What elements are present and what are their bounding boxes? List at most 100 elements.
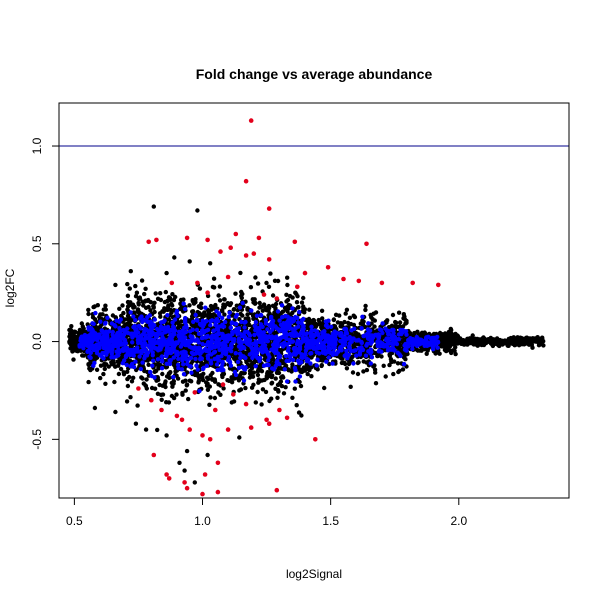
data-point-black xyxy=(151,303,156,309)
data-point-black xyxy=(441,339,446,344)
data-point-black xyxy=(239,370,244,376)
data-point-blue xyxy=(183,329,188,335)
data-point-black xyxy=(228,301,234,306)
data-point-black xyxy=(234,347,239,352)
data-point-blue xyxy=(282,367,287,372)
data-point-black xyxy=(248,371,253,377)
data-point-black xyxy=(160,309,165,314)
data-point-black xyxy=(442,343,448,349)
data-point-black xyxy=(389,323,395,328)
data-point-black xyxy=(183,378,188,383)
data-point-black xyxy=(453,351,458,357)
data-point-blue xyxy=(165,313,170,318)
data-point-black xyxy=(401,316,406,321)
data-point-black xyxy=(296,305,301,310)
data-point-black xyxy=(381,363,386,368)
data-point-black xyxy=(158,314,163,319)
data-point-black xyxy=(251,316,256,321)
data-point-black xyxy=(116,371,122,377)
data-point-black xyxy=(395,361,401,366)
data-point-blue xyxy=(181,362,186,367)
data-point-black xyxy=(301,295,306,301)
data-point-black xyxy=(142,291,147,297)
data-point-black xyxy=(127,286,132,291)
data-point-black xyxy=(234,355,239,361)
data-point-black xyxy=(309,374,314,379)
data-point-black xyxy=(512,343,517,348)
data-point-black xyxy=(466,337,471,342)
data-point-black xyxy=(269,380,275,385)
data-point-blue xyxy=(263,333,268,339)
data-point-black xyxy=(255,389,260,395)
data-point-black xyxy=(153,291,158,296)
data-point-black xyxy=(233,291,238,296)
data-point-black xyxy=(319,363,324,368)
data-point-black xyxy=(253,275,258,280)
data-point-black xyxy=(439,331,444,337)
data-point-blue xyxy=(266,358,271,363)
data-point-black xyxy=(98,375,103,381)
data-point-black xyxy=(198,373,203,378)
data-point-blue xyxy=(154,340,159,345)
data-point-black xyxy=(370,317,375,322)
data-point-blue xyxy=(253,364,258,369)
data-point-black xyxy=(289,369,294,374)
data-point-black xyxy=(298,383,304,389)
data-point-black xyxy=(133,294,139,299)
data-point-blue xyxy=(360,314,365,319)
data-point-black xyxy=(131,375,136,380)
data-point-blue xyxy=(105,315,110,320)
data-point-black xyxy=(121,310,126,316)
data-point-black xyxy=(418,332,423,337)
data-point-black xyxy=(245,307,250,312)
data-point-black xyxy=(190,359,195,364)
data-point-black xyxy=(484,339,489,345)
data-point-black xyxy=(178,301,183,306)
data-point-blue xyxy=(284,332,290,337)
data-point-black xyxy=(279,383,285,389)
data-point-black xyxy=(86,311,91,317)
data-point-blue xyxy=(359,345,364,350)
data-point-blue xyxy=(197,351,202,356)
data-point-black xyxy=(294,403,299,408)
data-point-black xyxy=(361,369,366,374)
data-point-black xyxy=(212,395,218,401)
data-point-black xyxy=(110,313,116,318)
data-point-blue xyxy=(150,363,155,368)
data-point-blue xyxy=(189,370,194,375)
data-point-blue xyxy=(160,359,165,364)
data-point-black xyxy=(170,292,175,297)
data-point-black xyxy=(249,365,254,370)
data-point-black xyxy=(160,371,165,377)
data-point-blue xyxy=(294,333,299,338)
data-point-black xyxy=(373,381,379,386)
data-point-blue xyxy=(308,361,313,366)
data-point-blue xyxy=(171,355,176,360)
data-point-black xyxy=(461,341,466,346)
data-point-black xyxy=(208,395,213,400)
data-point-black xyxy=(305,371,310,377)
data-point-black xyxy=(263,389,269,395)
data-point-blue xyxy=(258,339,263,345)
data-point-black xyxy=(424,351,429,356)
data-point-black xyxy=(151,204,156,209)
data-point-black xyxy=(394,320,399,325)
data-point-black xyxy=(162,299,168,305)
data-point-blue xyxy=(182,335,188,340)
data-point-black xyxy=(113,364,118,369)
data-point-black xyxy=(453,345,458,350)
data-point-black xyxy=(102,363,107,368)
data-point-blue xyxy=(330,361,335,366)
data-point-black xyxy=(166,317,172,322)
data-point-black xyxy=(178,306,184,312)
data-point-black xyxy=(190,309,195,314)
data-point-black xyxy=(152,369,157,374)
data-point-blue xyxy=(92,360,97,366)
data-point-black xyxy=(142,368,147,374)
data-point-blue xyxy=(344,348,349,353)
data-point-black xyxy=(231,307,236,312)
data-point-black xyxy=(403,321,408,326)
data-point-black xyxy=(260,308,265,313)
data-point-black xyxy=(290,295,295,300)
